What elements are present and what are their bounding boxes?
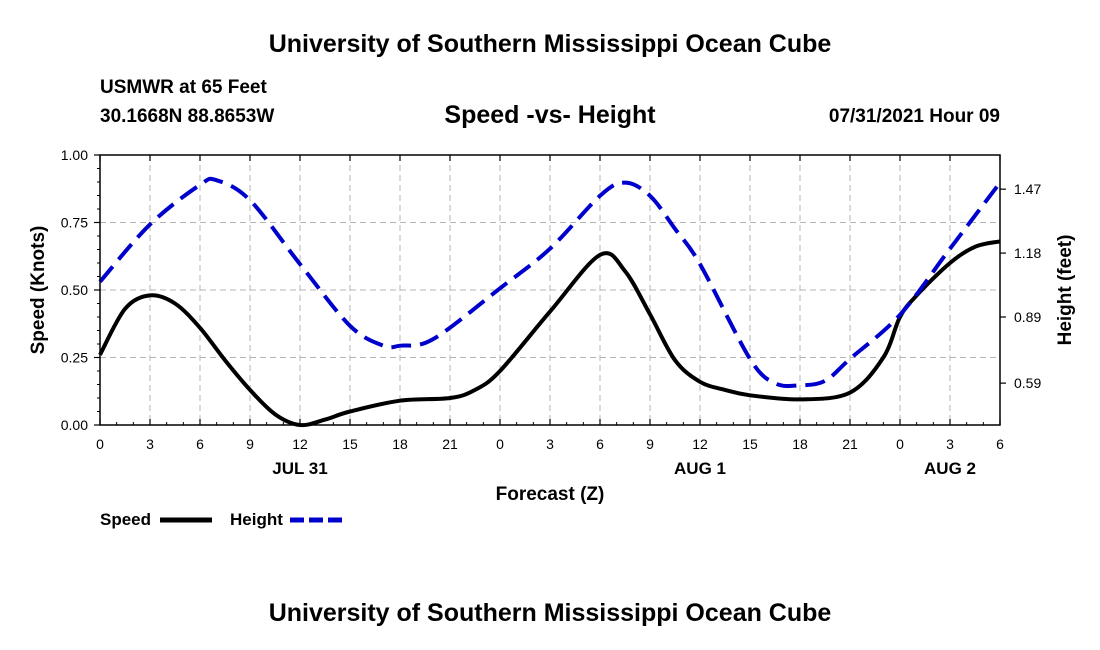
header-title: University of Southern Mississippi Ocean… — [268, 30, 832, 58]
x-tick-label: 6 — [996, 436, 1004, 452]
x-tick-label: 3 — [146, 436, 154, 452]
y-tick-label: 1.00 — [61, 147, 88, 163]
series-layer — [98, 176, 1002, 428]
footer-title: University of Southern Mississippi Ocean… — [268, 599, 832, 627]
x-tick-label: 0 — [896, 436, 904, 452]
x-tick-label: 0 — [96, 436, 104, 452]
y-tick-label: 0.50 — [61, 282, 88, 298]
x-tick-label: 21 — [842, 436, 858, 452]
x-tick-label: 3 — [546, 436, 554, 452]
y2-tick-label: 1.47 — [1014, 181, 1041, 197]
x-tick-label: 0 — [496, 436, 504, 452]
x-axis-label: Forecast (Z) — [496, 484, 605, 505]
x-tick-label: 9 — [246, 436, 254, 452]
x-tick-label: 6 — [596, 436, 604, 452]
axes: 0 3 6 9 12 15 18 21 0 3 6 9 12 15 18 21 0 3 6 JUL 31 AUG 1 AU… — [61, 147, 1042, 478]
x-tick-label: 6 — [196, 436, 204, 452]
y-axis-label: Speed (Knots) — [28, 226, 49, 355]
station-coordinates: 30.1668N 88.8653W — [100, 106, 275, 127]
series-speed-line — [98, 239, 1001, 428]
y2-tick-label: 0.59 — [1014, 375, 1041, 391]
chart-title: Speed -vs- Height — [444, 101, 656, 129]
x-tick-label: 18 — [792, 436, 808, 452]
x-tick-label: 3 — [946, 436, 954, 452]
x-tick-label: 18 — [392, 436, 408, 452]
y-tick-label: 0.75 — [61, 215, 88, 231]
grid-lines — [100, 155, 1000, 425]
y-tick-label: 0.25 — [61, 350, 88, 366]
forecast-datetime: 07/31/2021 Hour 09 — [828, 106, 1000, 127]
legend-label-height: Height — [230, 510, 283, 529]
legend: Speed Height — [100, 510, 342, 529]
x-tick-label: 15 — [342, 436, 358, 452]
x-tick-label: 9 — [646, 436, 654, 452]
y2-axis-label: Height (feet) — [1055, 235, 1076, 346]
y2-tick-label: 0.89 — [1014, 309, 1041, 325]
x-tick-label: 12 — [692, 436, 708, 452]
x-tick-label: 21 — [442, 436, 458, 452]
series-height-line — [98, 176, 1002, 388]
date-label: AUG 2 — [924, 459, 976, 478]
legend-label-speed: Speed — [100, 510, 151, 529]
date-label: JUL 31 — [272, 459, 327, 478]
station-label: USMWR at 65 Feet — [100, 77, 267, 98]
date-label: AUG 1 — [674, 459, 726, 478]
x-tick-label: 12 — [292, 436, 308, 452]
y-tick-label: 0.00 — [61, 417, 88, 433]
x-tick-label: 15 — [742, 436, 758, 452]
y2-tick-label: 1.18 — [1014, 245, 1041, 261]
